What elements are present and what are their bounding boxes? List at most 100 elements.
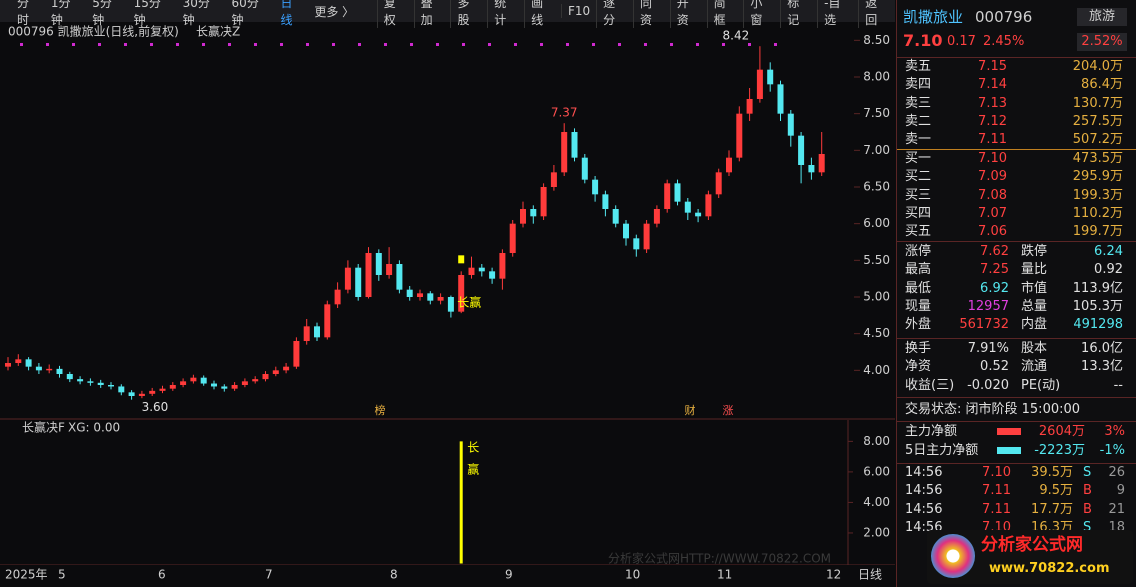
- period-tab[interactable]: 日线: [280, 0, 293, 27]
- toolbar-button[interactable]: 返回: [858, 0, 895, 28]
- toolbar-button[interactable]: 简框: [706, 0, 744, 28]
- period-tab[interactable]: 30分钟: [182, 0, 210, 27]
- candle-body: [643, 223, 650, 250]
- period-tab[interactable]: 分时: [17, 0, 30, 27]
- signal-marker: [458, 255, 465, 264]
- toolbar-button[interactable]: 逐分: [596, 0, 633, 28]
- period-tab[interactable]: 15分钟: [133, 0, 161, 27]
- book-volume: 507.2万: [1072, 132, 1123, 148]
- signal-dot: [514, 43, 517, 46]
- tick-side: S: [1083, 519, 1092, 535]
- stat-value: 16.0亿: [1081, 341, 1123, 356]
- signal-dot: [150, 43, 153, 46]
- candle-body: [468, 267, 475, 275]
- candle-body: [623, 223, 629, 239]
- toolbar-button[interactable]: 叠加: [413, 0, 451, 28]
- period-tab[interactable]: 更多 〉: [314, 4, 355, 19]
- toolbar-button[interactable]: 复权: [376, 0, 414, 28]
- x-tick-label: 7: [265, 568, 273, 582]
- flow-pct: 3%: [1104, 424, 1125, 439]
- candle-body: [15, 359, 22, 363]
- indicator-label: 赢: [467, 462, 479, 477]
- toolbar-button[interactable]: F10: [560, 4, 596, 18]
- signal-dot: [20, 43, 23, 46]
- indicator-name: 长赢决Z: [196, 24, 240, 39]
- book-label: 买一: [905, 151, 932, 166]
- toolbar-button[interactable]: 统计: [487, 0, 524, 28]
- stat-value: -0.020: [967, 377, 1009, 393]
- signal-dot: [670, 43, 673, 46]
- candle-body: [283, 366, 290, 371]
- stat-value: 561732: [959, 317, 1009, 333]
- y-tick-label: 6.00: [863, 464, 890, 478]
- signal-dot: [566, 43, 569, 46]
- book-volume: 130.7万: [1072, 95, 1123, 111]
- candle-body: [756, 69, 763, 99]
- book-volume: 257.5万: [1072, 113, 1123, 129]
- candle-body: [684, 201, 691, 213]
- y-tick-label: 6.00: [863, 216, 890, 230]
- quote-panel: 凯撒旅业 000796 旅游 7.10 0.17 2.45% 2.52% 卖五 7.15 204.…: [896, 0, 1136, 587]
- candle-body: [550, 172, 557, 187]
- tick-price: 7.11: [982, 501, 1011, 517]
- candle-body: [138, 393, 145, 396]
- toolbar-button[interactable]: 多股: [450, 0, 487, 28]
- period-tab[interactable]: 60分钟: [231, 0, 259, 27]
- time-axis: [0, 565, 895, 587]
- toolbar-button[interactable]: 开资: [669, 0, 707, 28]
- stat-value: 491298: [1073, 317, 1123, 333]
- signal-dot: [592, 43, 595, 46]
- candle-body: [314, 326, 320, 338]
- candle-body: [746, 99, 753, 114]
- toolbar-button[interactable]: 小窗: [743, 0, 780, 28]
- candle-body: [705, 194, 712, 217]
- separator: [897, 241, 1136, 242]
- book-label: 买二: [905, 169, 932, 185]
- signal-dot: [384, 43, 387, 46]
- candle-body: [87, 381, 94, 383]
- candle-body: [818, 154, 825, 173]
- toolbar-button[interactable]: 画线: [524, 0, 561, 28]
- stat-label: 股本: [1021, 341, 1048, 356]
- period-tab[interactable]: 5分钟: [92, 0, 112, 27]
- toolbar-button[interactable]: 标记: [780, 0, 817, 28]
- book-price: 7.09: [978, 169, 1007, 185]
- flow-bar: [997, 447, 1021, 454]
- period-tab[interactable]: 1分钟: [50, 0, 71, 27]
- change-pct: 2.45%: [983, 34, 1025, 49]
- indicator-label: 长: [467, 441, 479, 455]
- signal-dot: [540, 43, 543, 46]
- separator: [897, 421, 1136, 422]
- tick-volume: 9.5万: [1039, 483, 1073, 499]
- x-tick-label: 2025年: [5, 568, 48, 582]
- candle-body: [417, 293, 423, 297]
- watermark: 分析家公式网HTTP://WWW.70822.COM: [608, 551, 831, 566]
- book-price: 7.15: [978, 59, 1007, 74]
- book-price: 7.10: [978, 151, 1007, 166]
- candle-body: [303, 326, 310, 341]
- signal-dot: [280, 43, 283, 46]
- tick-time: 14:56: [905, 465, 943, 480]
- stock-code: 000796: [975, 8, 1033, 26]
- high-label: 8.42: [723, 29, 750, 43]
- candle-body: [169, 385, 176, 389]
- sector-button[interactable]: 旅游: [1077, 8, 1127, 26]
- candle-body: [478, 267, 485, 272]
- toolbar-button[interactable]: 同资: [632, 0, 670, 28]
- book-label: 卖五: [905, 59, 932, 74]
- event-marker: 财: [685, 403, 696, 417]
- flow-label: 主力净额: [905, 424, 958, 439]
- candle-body: [726, 157, 732, 173]
- stat-label: 总量: [1021, 298, 1048, 314]
- signal-dot: [228, 43, 231, 46]
- stat-label: 量比: [1021, 262, 1048, 278]
- candle-body: [200, 377, 207, 384]
- candle-body: [128, 392, 135, 396]
- stock-name: 凯撒旅业: [903, 8, 964, 26]
- stat-value: 13.3亿: [1081, 359, 1123, 375]
- y-tick-label: 5.00: [863, 290, 890, 304]
- stat-value: 0.92: [1094, 262, 1123, 278]
- flow-label: 5日主力净额: [905, 443, 979, 458]
- candle-body: [344, 267, 351, 290]
- toolbar-button[interactable]: -自选: [817, 0, 858, 28]
